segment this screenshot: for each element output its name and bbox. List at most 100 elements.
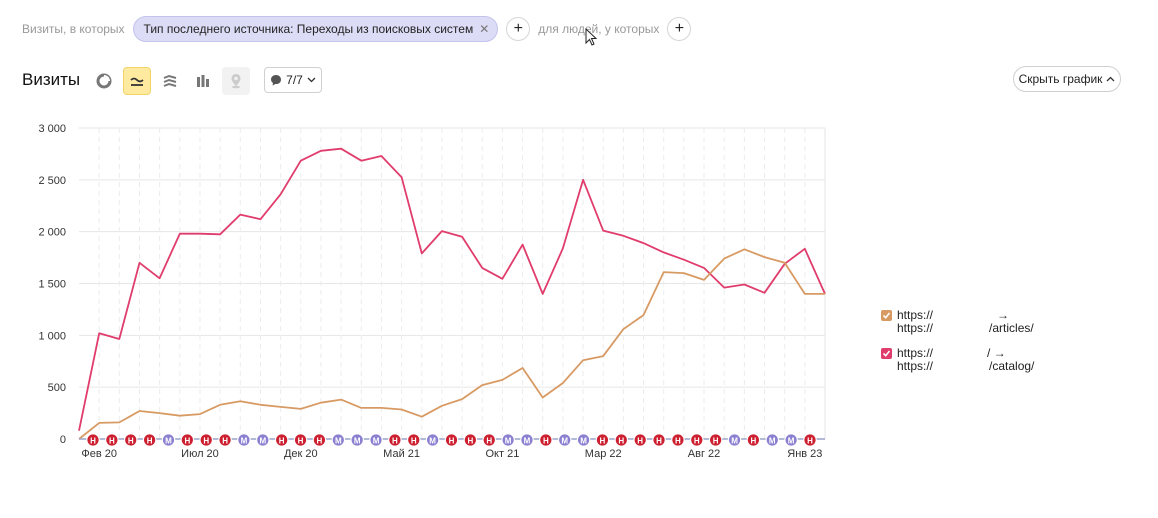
annotation-marker-label: Н [449, 437, 455, 446]
annotation-marker-h [293, 433, 308, 447]
annotation-marker-label: М [788, 437, 795, 446]
x-tick-label: Янв 23 [787, 448, 822, 460]
stacked-area-icon [163, 74, 177, 87]
x-tick-label: Июл 20 [181, 448, 219, 460]
annotation-marker-label: Н [656, 437, 662, 446]
legend-line2: https:// [897, 359, 934, 373]
series-line [78, 147, 826, 431]
legend-checkbox[interactable] [881, 348, 892, 359]
annotation-marker-h [803, 433, 817, 447]
x-tick-label: Окт 21 [485, 448, 519, 460]
legend-line1: https:// [897, 346, 934, 360]
annotation-marker-m [237, 433, 251, 447]
hide-chart-button[interactable]: Скрыть график [1013, 66, 1121, 92]
notes-count: 7/7 [286, 73, 303, 87]
annotation-marker-h [274, 433, 289, 447]
pie-chart-icon [96, 73, 112, 89]
annotation-marker-label: Н [411, 437, 417, 446]
annotation-marker-h [652, 433, 666, 447]
annotation-marker-label: М [731, 437, 738, 446]
legend-line2: https:// [897, 321, 934, 335]
annotation-marker-m [161, 433, 176, 447]
annotation-marker-label: М [429, 437, 436, 446]
annotation-marker-m [350, 433, 364, 447]
annotation-marker-h [746, 433, 761, 447]
annotation-marker-label: Н [90, 437, 96, 446]
annotation-marker-h [86, 433, 100, 447]
annotation-marker-m [425, 433, 440, 447]
y-tick-label: 2 000 [38, 227, 66, 239]
annotation-marker-label: Н [694, 437, 700, 446]
annotation-marker-label: М [524, 437, 531, 446]
annotation-marker-label: Н [222, 437, 228, 446]
x-tick-label: Дек 20 [284, 448, 318, 460]
annotation-marker-label: М [505, 437, 512, 446]
annotation-marker-label: Н [147, 437, 153, 446]
add-visit-condition-button[interactable]: + [506, 17, 531, 41]
annotation-marker-label: Н [298, 437, 304, 446]
annotation-marker-label: Н [128, 437, 134, 446]
annotation-marker-h [463, 433, 478, 447]
line-chart-type-button[interactable] [123, 67, 151, 95]
map-chart-type-button[interactable] [222, 67, 250, 95]
pie-chart-type-button[interactable] [90, 67, 118, 95]
annotation-marker-label: М [561, 437, 568, 446]
annotation-marker-m [576, 433, 591, 447]
legend-checkbox[interactable] [881, 310, 892, 321]
annotation-marker-m [501, 433, 515, 447]
annotation-marker-label: Н [392, 437, 398, 446]
annotation-marker-m [784, 433, 798, 447]
filter-chip-label: Тип последнего источника: Переходы из по… [143, 22, 474, 36]
annotation-marker-h [142, 433, 157, 447]
hide-chart-label: Скрыть график [1018, 72, 1103, 86]
map-pin-icon [231, 74, 241, 89]
annotation-marker-m [369, 433, 383, 447]
x-tick-label: Авг 22 [688, 448, 720, 460]
annotation-marker-label: Н [317, 437, 323, 446]
checkmark-icon [882, 350, 891, 357]
annotation-marker-h [539, 433, 553, 447]
annotation-marker-label: М [580, 437, 587, 446]
y-tick-label: 1 500 [38, 279, 66, 291]
checkmark-icon [882, 312, 891, 319]
annotation-marker-h [614, 433, 629, 447]
annotation-marker-m [256, 433, 270, 447]
annotation-marker-label: Н [279, 437, 285, 446]
annotation-marker-h [105, 433, 119, 447]
add-people-condition-button[interactable]: + [667, 17, 692, 41]
annotation-marker-label: М [335, 437, 342, 446]
legend-url-path: / → [987, 346, 1006, 360]
area-chart-type-button[interactable] [156, 67, 184, 95]
annotation-marker-m [727, 433, 742, 447]
annotation-marker-label: Н [675, 437, 681, 446]
annotation-marker-h [689, 433, 704, 447]
filter-prefix-label: Визиты, в которых [22, 22, 125, 36]
y-tick-label: 500 [48, 382, 66, 394]
y-tick-label: 0 [60, 434, 66, 446]
annotation-marker-label: Н [713, 437, 719, 446]
x-tick-label: Мар 22 [585, 448, 622, 460]
annotation-marker-h [123, 433, 138, 447]
annotation-marker-label: Н [637, 437, 643, 446]
annotation-marker-h [388, 433, 402, 447]
annotation-marker-h [671, 433, 685, 447]
page-title: Визиты [22, 70, 81, 89]
series-line [78, 248, 825, 440]
legend-line1: https:// [897, 308, 934, 322]
plus-icon: + [513, 20, 523, 37]
segment-filter-bar: Визиты, в которых Тип последнего источни… [22, 15, 692, 43]
legend-item-catalog[interactable]: https:// / → https:// /catalog/ [881, 347, 1034, 373]
legend-item-articles[interactable]: https:// → https:// /articles/ [881, 309, 1034, 335]
legend-url-path: /articles/ [989, 321, 1034, 335]
bar-chart-type-button[interactable] [189, 67, 217, 95]
notes-toggle-button[interactable]: 7/7 [264, 67, 322, 93]
annotation-marker-label: Н [109, 437, 115, 446]
source-type-filter-chip[interactable]: Тип последнего источника: Переходы из по… [132, 16, 499, 42]
annotation-marker-label: Н [486, 437, 492, 446]
close-icon[interactable]: ✕ [479, 22, 490, 36]
annotation-marker-label: М [165, 437, 172, 446]
mouse-cursor-icon [585, 28, 598, 46]
annotation-marker-m [520, 433, 534, 447]
annotation-marker-label: Н [751, 437, 757, 446]
annotation-marker-h [482, 433, 497, 447]
